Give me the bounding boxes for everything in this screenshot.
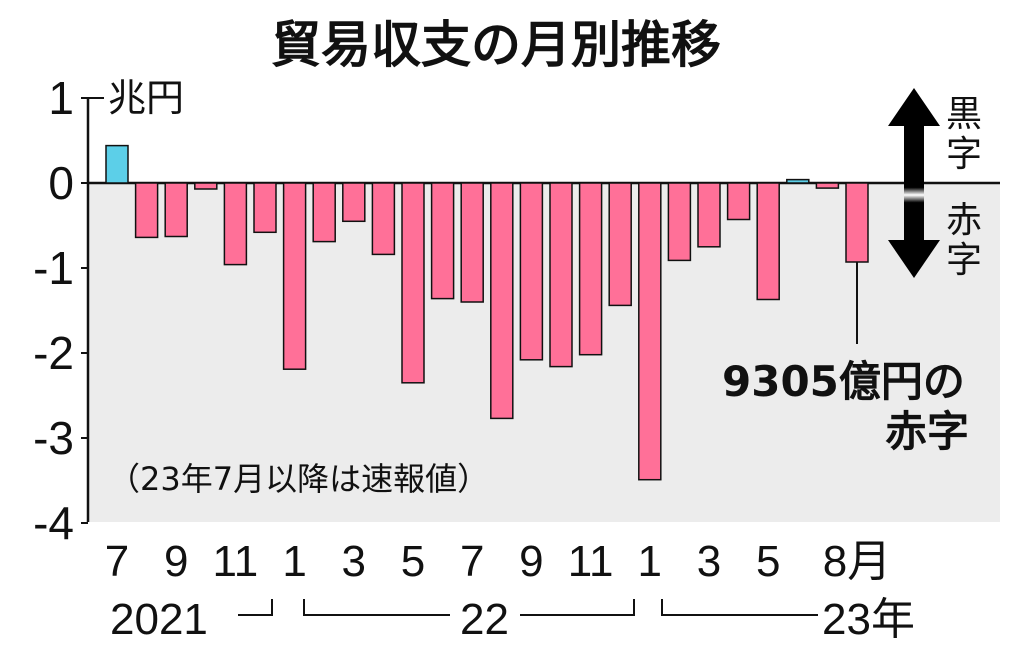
- x-tick-label: 1: [638, 537, 662, 586]
- arrow-down-icon: [888, 240, 940, 278]
- x-tick-label: 5: [756, 537, 780, 586]
- bracket-2021: [238, 599, 273, 616]
- bar-2022-05: [401, 182, 425, 384]
- y-tick-label: 0: [48, 157, 74, 209]
- bar-2021-09: [164, 182, 188, 238]
- annotation-suffix: 赤字: [885, 407, 969, 456]
- bar-2023-08: [845, 182, 869, 263]
- bar-2022-04: [371, 182, 396, 256]
- year-label-22: 22: [460, 595, 509, 644]
- x-tick-label: 1: [282, 537, 306, 586]
- arrow-up-icon: [888, 88, 940, 150]
- bar-2023-03: [697, 182, 721, 248]
- bar-2023-06: [786, 178, 810, 184]
- bracket-22-right: [520, 599, 635, 616]
- bar-2022-01: [282, 182, 307, 370]
- bar-2022-07: [460, 182, 484, 303]
- x-axis-ticks: 7 9 11 1 3 5 7 9 11 1 3 5 8月: [105, 537, 891, 586]
- year-label-23: 23年: [822, 595, 915, 644]
- bar-2022-06: [430, 182, 455, 300]
- bar-2021-07: [105, 144, 129, 184]
- bar-2022-12: [608, 182, 632, 307]
- y-tick-label: -3: [33, 412, 74, 464]
- deficit-label: 赤字: [946, 200, 982, 281]
- x-tick-label: 11: [213, 537, 259, 586]
- bracket-23: [661, 599, 818, 616]
- x-tick-label: 3: [342, 537, 366, 586]
- y-tick-label: 1: [48, 72, 74, 124]
- bar-2021-12: [253, 182, 277, 234]
- year-brackets: 2021 22 23年: [110, 595, 915, 644]
- x-tick-label: 11: [568, 537, 614, 586]
- bracket-22-left: [303, 599, 450, 616]
- bar-2022-11: [578, 182, 603, 356]
- y-tick-label: -1: [33, 242, 74, 294]
- x-tick-label: 9: [519, 537, 543, 586]
- bar-2023-07: [815, 182, 840, 189]
- preliminary-note: （23年7月以降は速報値）: [108, 460, 489, 498]
- bar-2022-08: [490, 182, 514, 420]
- bar-2023-04: [726, 182, 751, 221]
- bar-2022-02: [312, 182, 336, 243]
- bar-2023-05: [756, 182, 780, 301]
- x-tick-label: 5: [401, 537, 425, 586]
- bars: [105, 144, 869, 481]
- x-tick-label: 8月: [823, 537, 891, 586]
- x-tick-label: 9: [164, 537, 188, 586]
- year-label-2021: 2021: [110, 595, 208, 644]
- y-axis-ticks: 1 0 -1 -2 -3 -4: [33, 72, 88, 549]
- bar-2023-01: [638, 182, 662, 481]
- arrow-shaft: [904, 148, 924, 242]
- chart-title: 貿易収支の月別推移: [271, 16, 721, 74]
- annotation-value: 9305億円の: [722, 357, 965, 406]
- bar-2021-11: [223, 182, 248, 266]
- bar-2021-10: [194, 182, 218, 190]
- x-tick-label: 7: [105, 537, 129, 586]
- bar-2022-10: [549, 182, 573, 368]
- y-tick-label: -2: [33, 327, 74, 379]
- bar-2022-09: [519, 182, 544, 361]
- bar-2021-08: [134, 182, 159, 239]
- bar-2022-03: [342, 182, 366, 223]
- unit-label: 兆円: [108, 76, 184, 120]
- y-tick-label: -4: [33, 497, 74, 549]
- x-tick-label: 3: [697, 537, 721, 586]
- bar-2023-02: [667, 182, 692, 262]
- surplus-label: 黒字: [946, 94, 982, 175]
- surplus-deficit-arrow: [888, 88, 940, 278]
- x-tick-label: 7: [460, 537, 484, 586]
